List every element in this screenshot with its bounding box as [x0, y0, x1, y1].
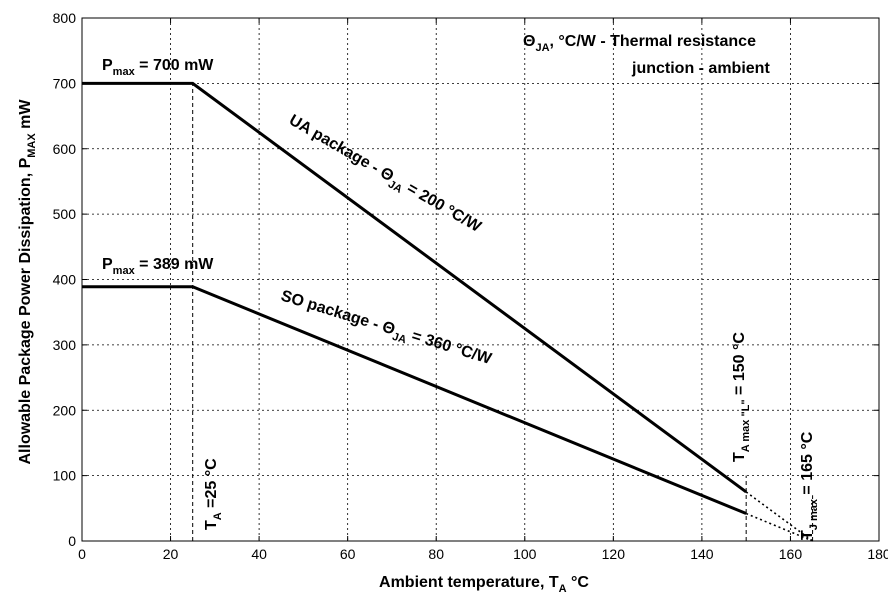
series-line-ua-extension: [745, 491, 814, 542]
y-tick-label: 200: [53, 402, 77, 418]
ua-package-label: UA package - ΘJA = 200 °C/W: [284, 112, 485, 240]
x-tick-label: 20: [163, 546, 179, 562]
pmax-so-label: Pmax = 389 mW: [102, 256, 214, 277]
theta-legend-line-2: junction - ambient: [631, 60, 770, 77]
x-tick-label: 40: [251, 546, 267, 562]
pmax-ua-label: Pmax = 700 mW: [102, 57, 214, 78]
y-tick-label: 400: [53, 272, 77, 288]
y-tick-label: 600: [53, 141, 77, 157]
x-tick-label: 60: [340, 546, 356, 562]
tj-max-label: TJ max = 165 °C: [799, 431, 820, 540]
series-line-ua-package: [82, 81, 748, 494]
series-lines: [82, 81, 814, 542]
so-package-label: SO package - ΘJA = 360 °C/W: [278, 288, 495, 372]
y-axis-label: Allowable Package Power Dissipation, PMA…: [17, 99, 38, 465]
x-tick-label: 80: [428, 546, 444, 562]
y-tick-label: 500: [53, 206, 77, 222]
y-tick-label: 0: [68, 533, 76, 549]
y-tick-label: 800: [53, 10, 77, 26]
ta-max-label: TA max "L" = 150 °C: [731, 332, 752, 462]
ta-25-label: TA =25 °C: [203, 458, 224, 530]
series-line-so-package: [82, 285, 747, 515]
x-tick-label: 180: [867, 546, 888, 562]
y-tick-label: 300: [53, 337, 77, 353]
series-line-so-extension: [745, 512, 813, 542]
x-axis-label: Ambient temperature, TA °C: [379, 574, 589, 595]
x-tick-label: 160: [779, 546, 803, 562]
x-tick-label: 140: [690, 546, 714, 562]
x-tick-label: 100: [513, 546, 537, 562]
x-tick-label: 0: [78, 546, 86, 562]
plot-frame: [81, 17, 880, 542]
y-tick-label: 700: [53, 75, 77, 91]
theta-legend-line-1: ΘJA, °C/W - Thermal resistance: [523, 33, 756, 54]
y-tick-label: 100: [53, 468, 77, 484]
grid: [81, 17, 880, 542]
x-tick-label: 120: [602, 546, 626, 562]
y-tick-labels: 0 100 200 300 400 500 600 700 800: [53, 10, 77, 549]
x-tick-labels: 0 20 40 60 80 100 120 140 160 180: [78, 546, 888, 562]
reference-lines: [192, 83, 814, 541]
